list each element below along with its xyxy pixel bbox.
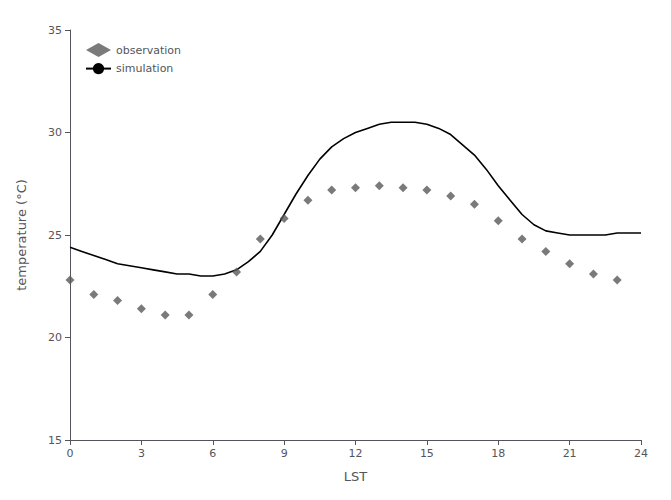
svg-text:9: 9 (281, 447, 288, 460)
svg-text:30: 30 (48, 126, 62, 139)
svg-text:15: 15 (420, 447, 434, 460)
svg-text:temperature (°C): temperature (°C) (14, 179, 29, 291)
svg-text:24: 24 (634, 447, 648, 460)
svg-text:3: 3 (138, 447, 145, 460)
svg-text:simulation: simulation (116, 62, 173, 75)
svg-text:observation: observation (116, 44, 181, 57)
svg-text:LST: LST (344, 469, 367, 484)
svg-text:35: 35 (48, 24, 62, 37)
svg-text:25: 25 (48, 229, 62, 242)
svg-text:12: 12 (349, 447, 363, 460)
svg-text:0: 0 (67, 447, 74, 460)
svg-text:15: 15 (48, 434, 62, 447)
svg-text:21: 21 (563, 447, 577, 460)
svg-text:20: 20 (48, 331, 62, 344)
svg-text:6: 6 (209, 447, 216, 460)
svg-text:18: 18 (491, 447, 505, 460)
